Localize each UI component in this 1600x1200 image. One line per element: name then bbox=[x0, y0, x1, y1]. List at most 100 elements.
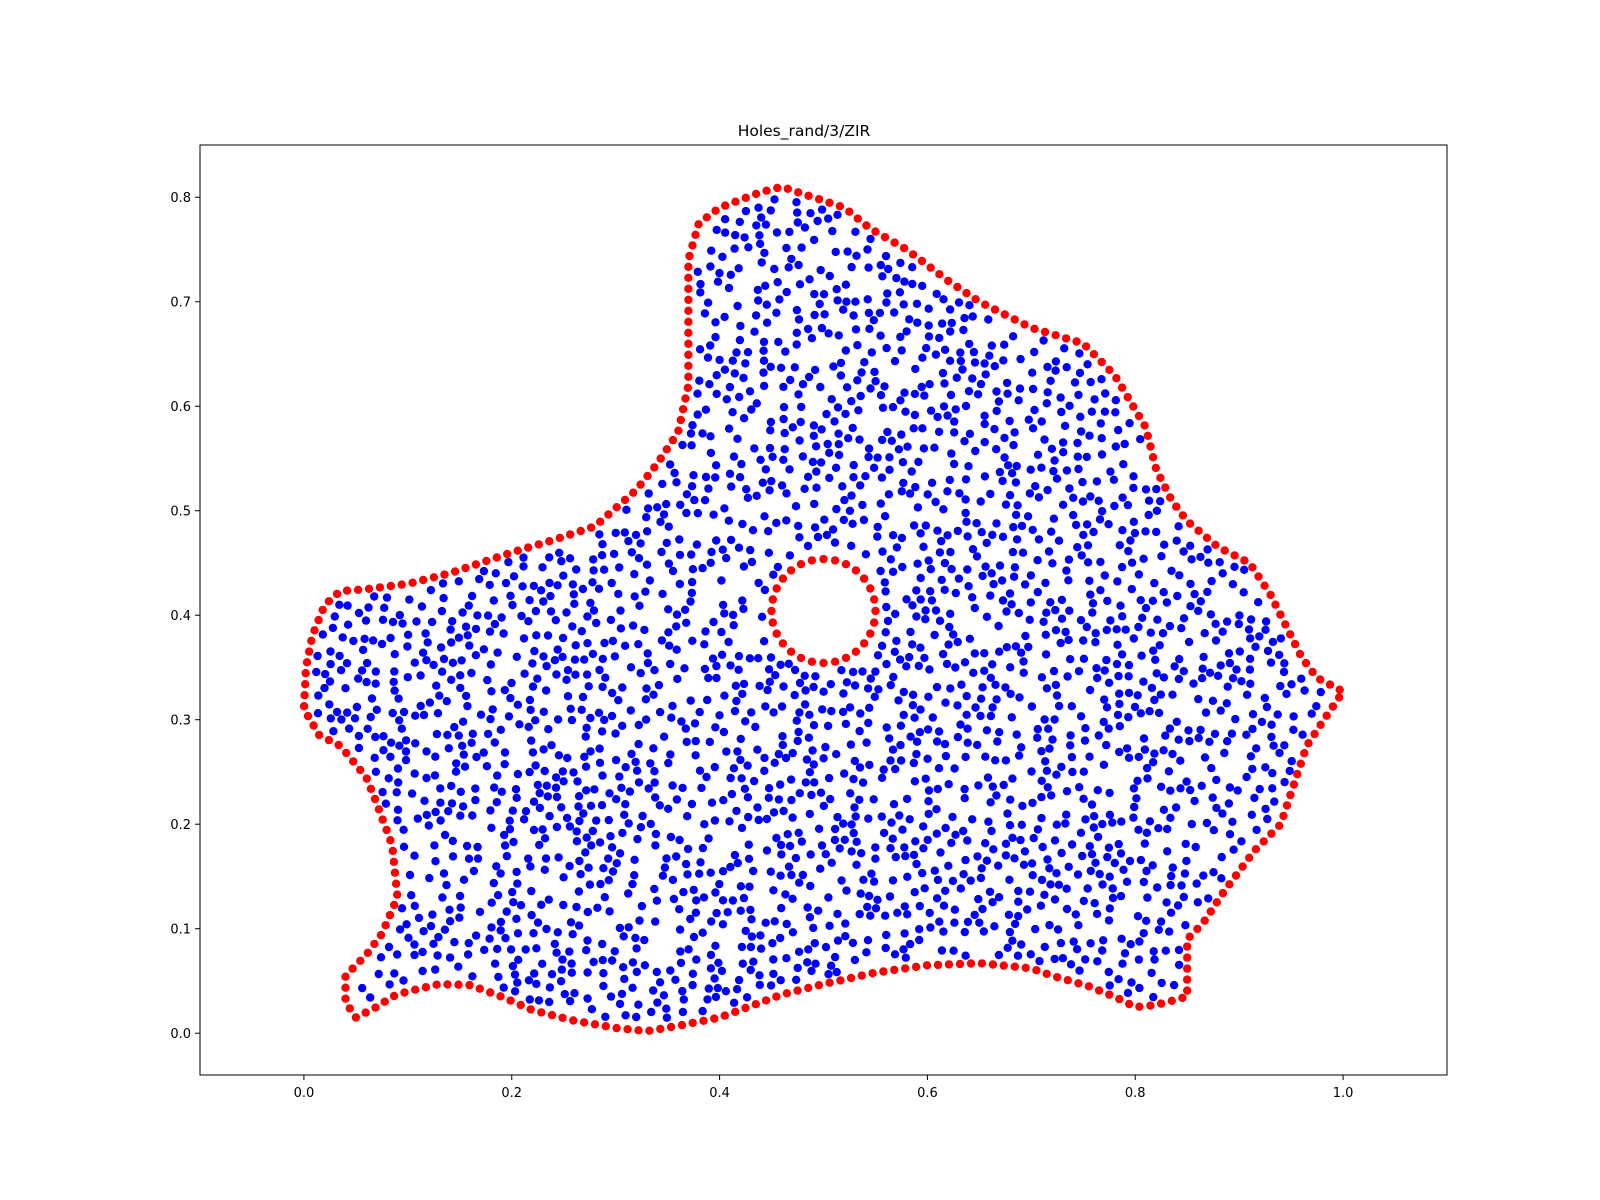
interior-point bbox=[600, 638, 609, 648]
interior-point bbox=[691, 908, 701, 917]
interior-point bbox=[1006, 795, 1015, 804]
interior-point bbox=[711, 723, 720, 732]
interior-point bbox=[695, 869, 704, 878]
interior-point bbox=[1200, 629, 1209, 638]
interior-point bbox=[386, 633, 395, 643]
interior-point bbox=[941, 751, 951, 761]
interior-point bbox=[924, 786, 934, 795]
interior-point bbox=[634, 720, 643, 730]
interior-point bbox=[869, 877, 879, 886]
interior-point bbox=[571, 641, 580, 650]
interior-point bbox=[912, 299, 922, 308]
interior-point bbox=[1175, 654, 1184, 664]
interior-point bbox=[702, 772, 711, 782]
interior-point bbox=[754, 654, 763, 663]
outer-boundary-point bbox=[804, 191, 813, 200]
outer-boundary-point bbox=[492, 553, 501, 562]
interior-point bbox=[1192, 879, 1201, 888]
interior-point bbox=[601, 673, 610, 682]
interior-point bbox=[808, 457, 818, 467]
interior-point bbox=[410, 940, 419, 949]
interior-point bbox=[1108, 893, 1118, 903]
interior-point bbox=[907, 467, 916, 476]
interior-point bbox=[1174, 674, 1184, 684]
interior-point bbox=[774, 337, 783, 347]
interior-point bbox=[1053, 925, 1063, 934]
interior-point bbox=[923, 725, 933, 734]
interior-point bbox=[544, 895, 553, 904]
interior-point bbox=[729, 452, 739, 461]
interior-point bbox=[643, 504, 653, 513]
interior-point bbox=[815, 299, 824, 309]
interior-point bbox=[533, 780, 542, 790]
outer-boundary-point bbox=[871, 227, 880, 236]
interior-point bbox=[722, 553, 731, 563]
hole-boundary-point bbox=[807, 657, 817, 666]
outer-boundary-point bbox=[558, 1013, 567, 1022]
interior-point bbox=[1124, 672, 1133, 681]
interior-point bbox=[695, 376, 704, 385]
interior-point bbox=[554, 853, 563, 862]
outer-boundary-point bbox=[955, 959, 965, 969]
interior-point bbox=[796, 417, 805, 427]
outer-boundary-point bbox=[761, 996, 771, 1005]
outer-boundary-point bbox=[699, 1016, 708, 1025]
interior-point bbox=[1058, 500, 1068, 509]
interior-point bbox=[782, 954, 791, 963]
outer-boundary-point bbox=[1218, 888, 1228, 898]
interior-point bbox=[1242, 772, 1251, 782]
interior-point bbox=[940, 379, 949, 388]
interior-point bbox=[1157, 552, 1166, 561]
interior-point bbox=[978, 904, 987, 914]
interior-point bbox=[605, 789, 614, 798]
interior-point bbox=[908, 279, 917, 289]
interior-point bbox=[1121, 625, 1130, 634]
interior-point bbox=[841, 280, 851, 289]
interior-point bbox=[1008, 774, 1017, 783]
interior-point bbox=[932, 829, 941, 838]
interior-point bbox=[932, 894, 942, 903]
interior-point bbox=[701, 627, 710, 636]
outer-boundary-point bbox=[1146, 442, 1155, 451]
interior-point bbox=[825, 271, 834, 281]
interior-point bbox=[538, 563, 547, 572]
interior-point bbox=[1147, 968, 1156, 978]
interior-point bbox=[1042, 684, 1052, 693]
interior-point bbox=[1100, 571, 1110, 580]
interior-point bbox=[371, 767, 381, 776]
interior-point bbox=[461, 691, 471, 701]
interior-point bbox=[1280, 741, 1289, 750]
interior-point bbox=[864, 814, 873, 823]
interior-point bbox=[947, 838, 956, 848]
outer-boundary-point bbox=[879, 967, 888, 976]
outer-boundary-point bbox=[835, 202, 845, 211]
interior-point bbox=[721, 987, 731, 996]
interior-point bbox=[786, 375, 795, 385]
interior-point bbox=[1122, 744, 1132, 753]
interior-point bbox=[787, 870, 796, 880]
interior-point bbox=[1118, 526, 1127, 535]
hole-boundary-point bbox=[859, 639, 869, 648]
interior-point bbox=[900, 388, 909, 397]
interior-point bbox=[842, 383, 852, 392]
interior-point bbox=[888, 567, 898, 576]
interior-point bbox=[741, 717, 750, 726]
interior-point bbox=[1133, 691, 1142, 700]
interior-point bbox=[847, 847, 856, 856]
interior-point bbox=[1139, 677, 1148, 686]
interior-point bbox=[551, 616, 560, 625]
interior-point bbox=[644, 489, 653, 498]
interior-point bbox=[849, 828, 858, 838]
interior-point bbox=[1129, 813, 1138, 822]
outer-boundary-point bbox=[762, 186, 771, 195]
interior-point bbox=[1129, 517, 1139, 526]
interior-point bbox=[358, 983, 367, 993]
interior-point bbox=[496, 725, 505, 734]
interior-point bbox=[393, 950, 402, 959]
interior-point bbox=[852, 251, 861, 260]
interior-point bbox=[399, 976, 408, 985]
outer-boundary-point bbox=[1183, 942, 1192, 951]
interior-point bbox=[959, 826, 968, 836]
interior-point bbox=[984, 817, 993, 826]
